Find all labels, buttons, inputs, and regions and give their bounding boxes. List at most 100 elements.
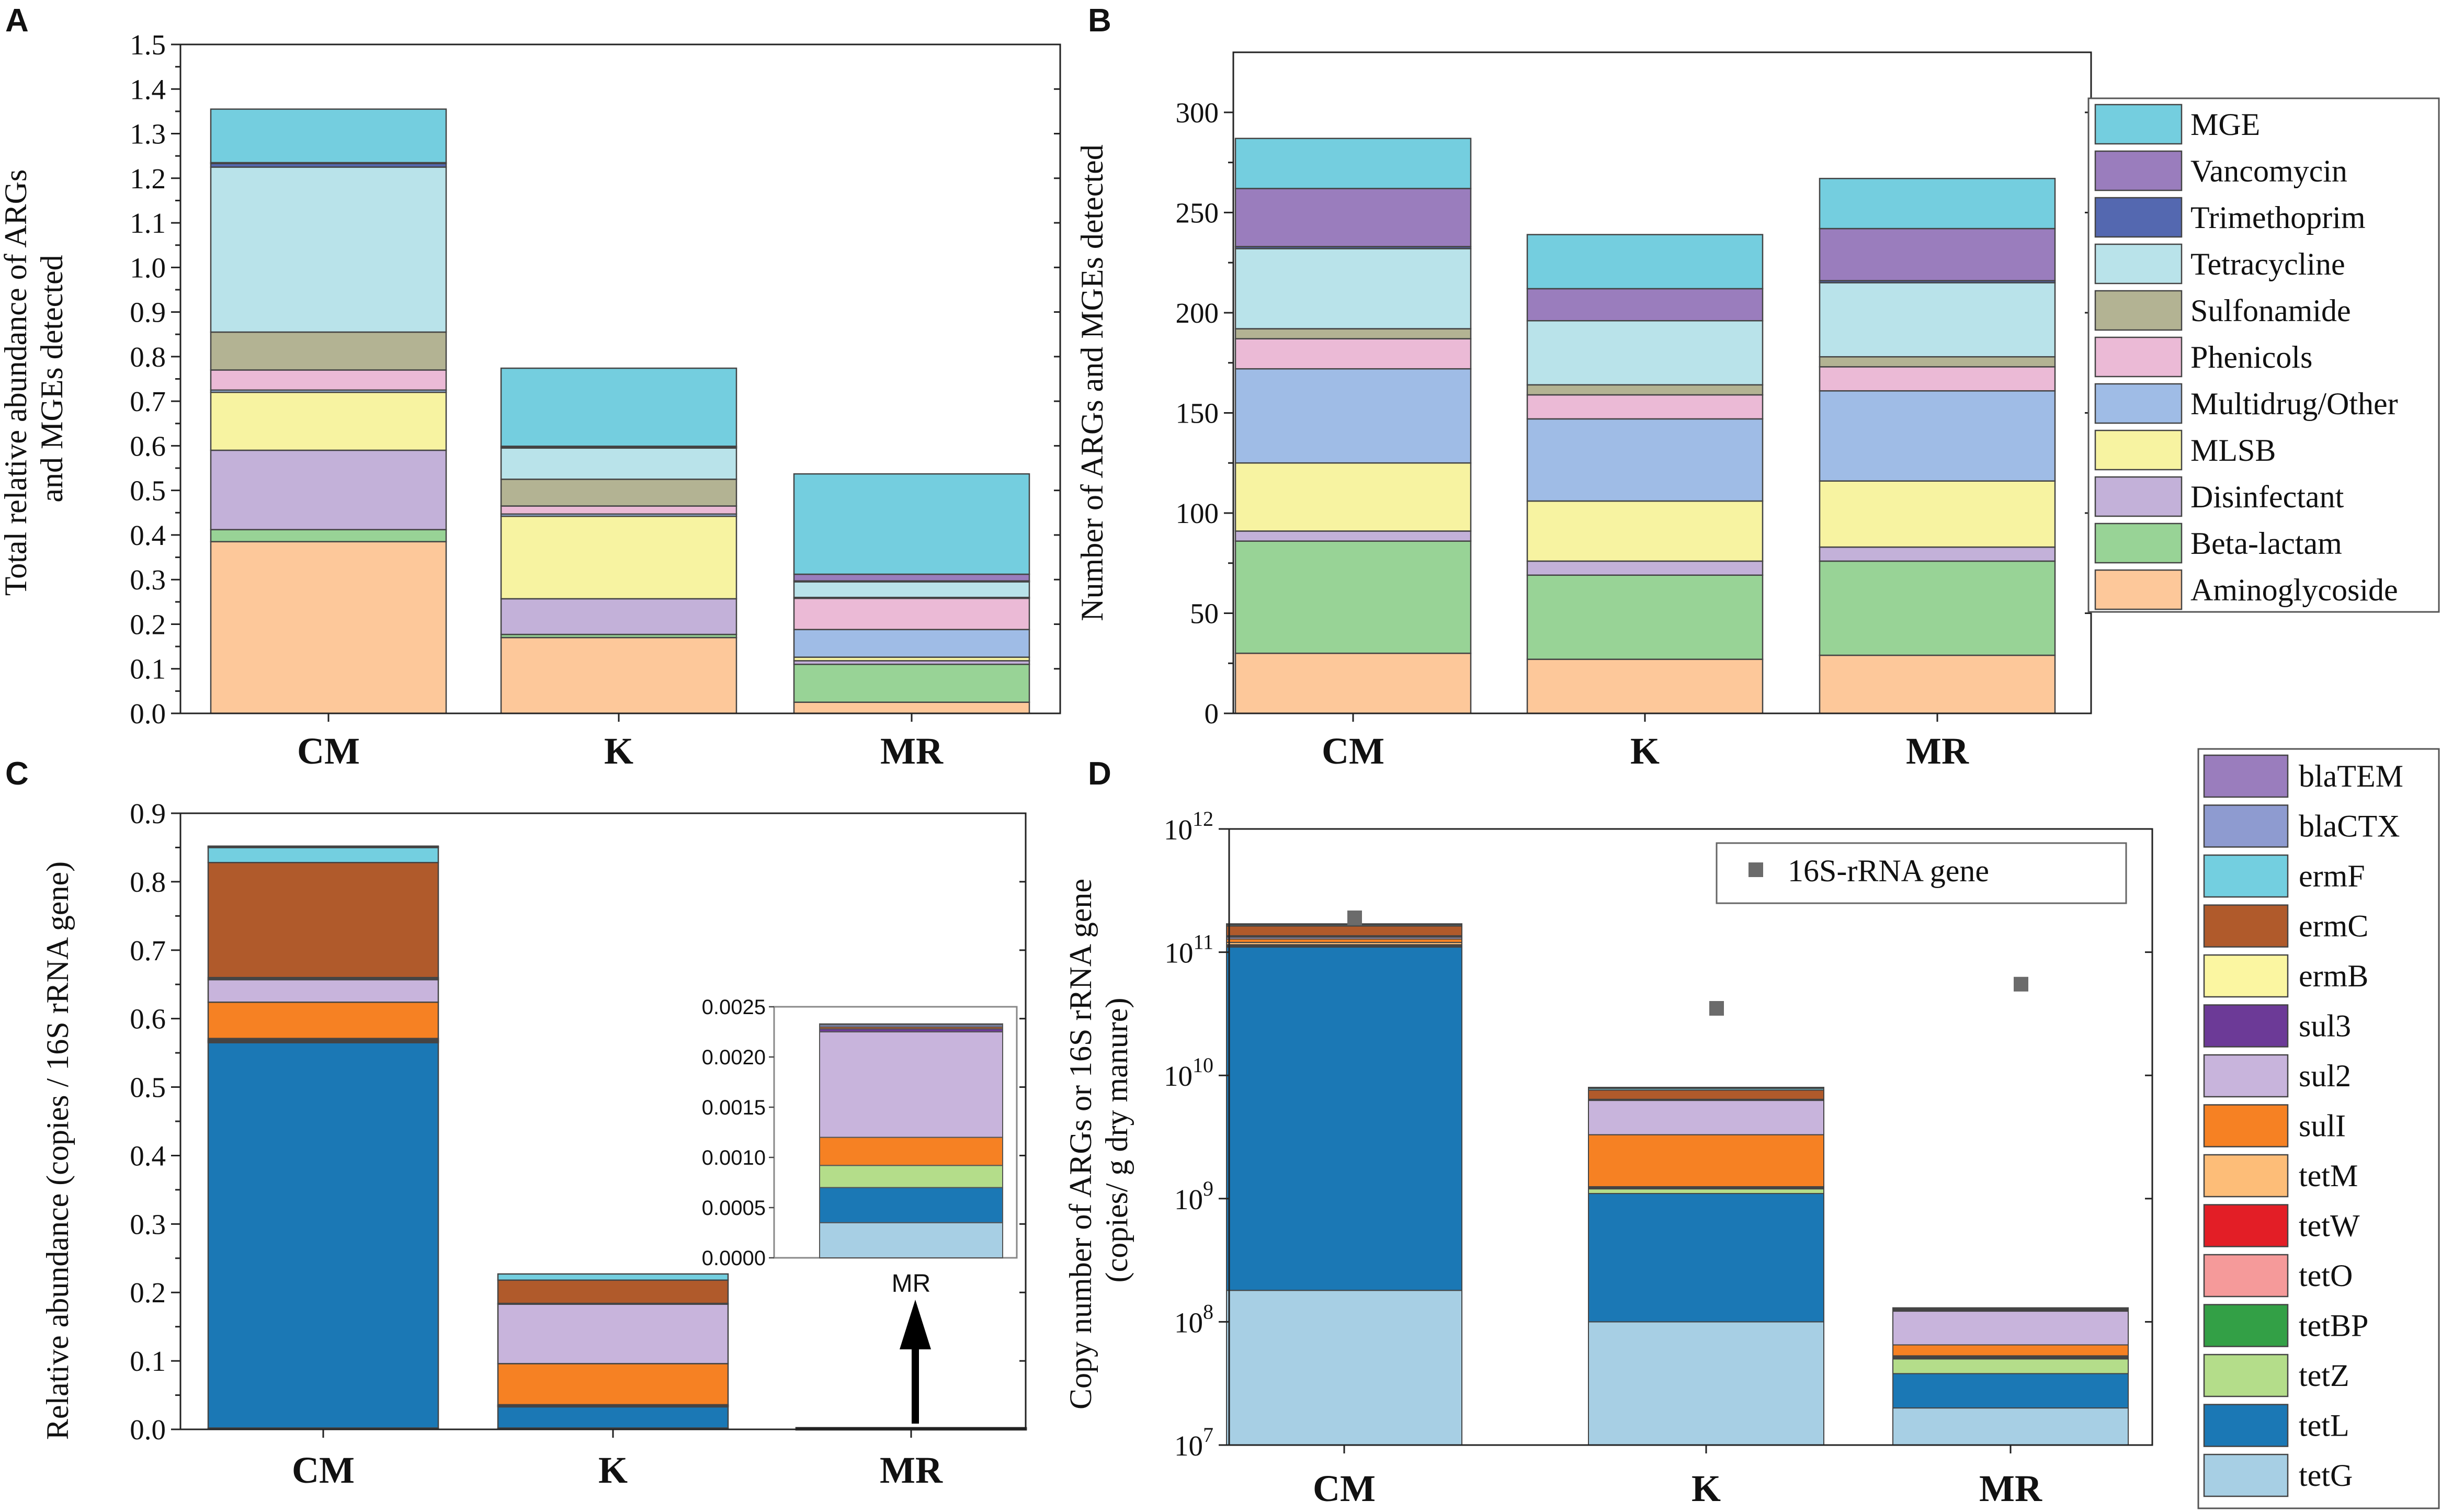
legend-swatch-phenicols — [2094, 336, 2183, 378]
bar-b-k-phenicols — [1526, 394, 1764, 420]
chart-c-ytick-label: 0.4 — [130, 1140, 166, 1172]
chart-a-ytick-label: 1.4 — [130, 73, 166, 105]
chart-a-ytick-label: 0.1 — [130, 653, 166, 685]
bar-d-cm-blatem — [1226, 923, 1462, 925]
bar-b-mr-disinfectant — [1819, 546, 2056, 562]
chart-a-ytick-label: 0.0 — [130, 698, 166, 730]
chart-d-ytick-label: 1012 — [1164, 807, 1213, 846]
bar-d-k-tetz — [1588, 1188, 1824, 1195]
legend-swatch-tetracycline — [2094, 243, 2183, 285]
bar-d-k-ermc — [1588, 1089, 1824, 1100]
chart-b-ytick-label: 300 — [1176, 97, 1219, 129]
bar-d-mr-tetg — [1892, 1407, 2129, 1446]
chart-a-ytick-label: 0.5 — [130, 475, 166, 507]
bar-a-mr-mge — [793, 473, 1030, 575]
panel-letter-a: A — [5, 3, 29, 39]
legend-label-tetbp: tetBP — [2299, 1309, 2368, 1343]
legend-swatch-tetg — [2203, 1453, 2289, 1497]
chart-c-ylabel: Relative abundance (copies / 16S rRNA ge… — [40, 861, 75, 1440]
chart-d-ylabel: Copy number of ARGs or 16S rRNA gene (co… — [1063, 871, 1134, 1409]
bar-d-mr-tetz — [1892, 1358, 2129, 1374]
legend-label-tetl: tetL — [2299, 1408, 2349, 1443]
bar-b-mr-aminoglycoside — [1819, 654, 2056, 714]
chart-a-ylabel: Total relative abundance of ARGs and MGE… — [0, 162, 69, 596]
legend-label-suli: sulI — [2299, 1109, 2346, 1143]
legend-arg-classes: MGE Vancomycin Trimethoprim Tetracycline Sul… — [2087, 97, 2440, 613]
marker-16s-k — [1709, 1001, 1724, 1016]
chart-a-category-k: K — [604, 730, 633, 772]
legend-label-tetracycline: Tetracycline — [2190, 247, 2345, 281]
legend-label-multidrug-other: Multidrug/Other — [2190, 386, 2398, 421]
chart-d-ytick-label: 1011 — [1164, 930, 1213, 969]
chart-c-frame — [179, 812, 1027, 1430]
bar-b-k-vancomycin — [1526, 288, 1764, 322]
chart-c-ytick-label: 0.9 — [130, 798, 166, 829]
chart-b-ytick-label: 50 — [1190, 597, 1219, 629]
legend-label-tetw: tetW — [2299, 1209, 2360, 1243]
legend-swatch-trimethoprim — [2094, 197, 2183, 238]
bar-d-cm-tetl — [1226, 946, 1462, 1291]
chart-d-16s-markers — [1347, 910, 2028, 1016]
legend-swatch-suli — [2203, 1104, 2289, 1147]
chart-a-ytick-label: 0.3 — [130, 564, 166, 596]
bar-a-k-sulfonamide — [500, 479, 737, 507]
chart-c-ytick-label: 0.8 — [130, 866, 166, 898]
chart-d-category-k: K — [1691, 1468, 1721, 1509]
legend-label-aminoglycoside: Aminoglycoside — [2190, 573, 2398, 607]
chart-c-inset-ytick-label: 0.0005 — [702, 1197, 766, 1220]
legend-label-tetg: tetG — [2299, 1458, 2353, 1493]
bar-b-cm-tetracycline — [1234, 248, 1472, 329]
legend-label-beta-lactam: Beta-lactam — [2190, 526, 2342, 561]
bar-b-cm-sulfonamide — [1234, 328, 1472, 339]
chart-b-ytick-label: 0 — [1205, 698, 1219, 730]
bar-d-k-tetg — [1588, 1321, 1824, 1446]
marker-16s-mr — [2014, 976, 2028, 992]
bar-c-k-ermc — [497, 1279, 729, 1304]
legend-swatch-blactx — [2203, 804, 2289, 848]
bar-d-mr-suli — [1892, 1344, 2129, 1357]
bar-a-k-disinfectant — [500, 598, 737, 635]
bar-c-cm-suli — [207, 1002, 439, 1039]
bar-a-cm-disinfectant — [210, 449, 447, 530]
bar-a-mr-phenicols — [793, 597, 1030, 630]
bar-b-k-mlsb — [1526, 500, 1764, 562]
bar-a-k-tetracycline — [500, 447, 737, 480]
bar-b-mr-phenicols — [1819, 366, 2056, 392]
chart-a-ytick-label: 1.1 — [130, 207, 166, 239]
chart-c-category-cm: CM — [292, 1449, 355, 1491]
bar-d-cm-ermc — [1226, 925, 1462, 937]
bar-b-mr-tetracycline — [1819, 282, 2056, 358]
legend-label-sul3: sul3 — [2299, 1009, 2351, 1043]
bar-d-mr-sul2 — [1892, 1311, 2129, 1346]
bar-c-k-tetl — [497, 1406, 729, 1429]
chart-c-ytick-label: 0.3 — [130, 1208, 166, 1240]
bar-a-cm-aminoglycoside — [210, 541, 447, 714]
bar-c-cm-blatem — [207, 845, 439, 848]
chart-d-bars — [1226, 923, 2129, 1446]
chart-a-ytick-label: 1.0 — [130, 252, 166, 283]
chart-b-ytick-label: 100 — [1176, 497, 1219, 529]
bar-c-inset-sul2 — [819, 1031, 1003, 1138]
bar-a-k-aminoglycoside — [500, 636, 737, 714]
marker-16s-cm — [1347, 910, 1362, 925]
chart-b-ytick-label: 150 — [1176, 397, 1219, 429]
legend-label-sulfonamide: Sulfonamide — [2190, 293, 2351, 328]
chart-b-categories: CM K MR — [1322, 713, 1969, 772]
chart-d-marker-legend-frame — [1716, 842, 2127, 904]
chart-d-ytick-label: 108 — [1174, 1300, 1213, 1338]
bar-a-mr-multidrug-other — [793, 629, 1030, 658]
bar-c-inset-tetg — [819, 1222, 1003, 1259]
chart-c-category-k: K — [598, 1449, 628, 1491]
chart-c-y-ticks: 0.0 0.1 0.2 0.3 0.4 0.5 0.6 0.7 0.8 0.9 — [130, 798, 1026, 1446]
chart-a-category-cm: CM — [297, 730, 360, 772]
chart-a-ytick-label: 0.2 — [130, 608, 166, 640]
bar-b-cm-mge — [1234, 138, 1472, 189]
chart-d-marker-legend-label: 16S-rRNA gene — [1788, 854, 1989, 888]
bar-a-mr-vancomycin — [793, 573, 1030, 582]
chart-d-y-ticks: 107 108 109 1010 1011 1012 — [1164, 807, 2152, 1462]
chart-a-ytick-label: 0.4 — [130, 519, 166, 551]
legend-label-vancomycin: Vancomycin — [2190, 154, 2347, 188]
bar-b-cm-mlsb — [1234, 462, 1472, 532]
legend-swatch-sul2 — [2203, 1054, 2289, 1098]
